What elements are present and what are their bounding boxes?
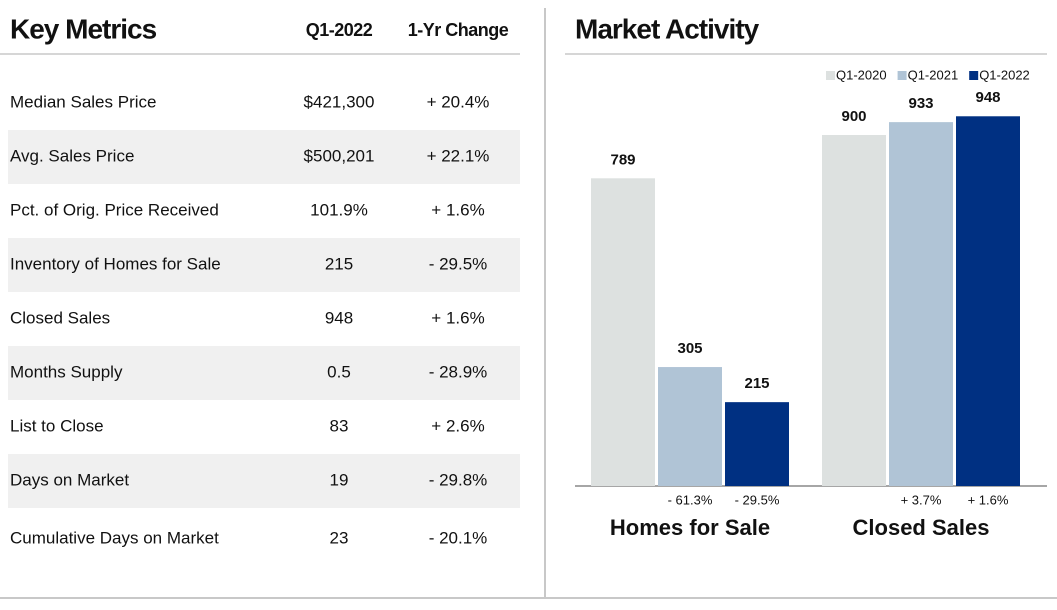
legend-swatch xyxy=(969,71,979,80)
cell: 215 xyxy=(325,254,353,273)
change-label: + 3.7% xyxy=(901,492,942,507)
row-label: Months Supply xyxy=(10,362,123,381)
bar xyxy=(956,116,1020,486)
category-label: Homes for Sale xyxy=(610,515,770,540)
bar xyxy=(658,367,722,486)
row-label: List to Close xyxy=(10,416,104,435)
cell: 101.9% xyxy=(310,200,368,219)
legend-swatch xyxy=(826,71,835,80)
row-label: Avg. Sales Price xyxy=(10,146,134,165)
change-label: - 61.3% xyxy=(668,492,713,507)
legend-label: Q1-2020 xyxy=(836,67,887,82)
column-header: 1-Yr Change xyxy=(408,20,509,40)
value-label: 900 xyxy=(841,108,866,125)
cell: - 20.1% xyxy=(429,528,488,547)
legend-label: Q1-2022 xyxy=(979,67,1030,82)
category-label: Closed Sales xyxy=(853,515,990,540)
bar xyxy=(822,135,886,486)
row-label: Closed Sales xyxy=(10,308,110,327)
cell: + 1.6% xyxy=(431,308,484,327)
table-rows: Median Sales Price $421,300 + 20.4% Avg. Sa… xyxy=(8,92,520,547)
table-title: Key Metrics xyxy=(10,13,157,44)
cell: + 20.4% xyxy=(427,92,490,111)
cell: - 29.8% xyxy=(429,470,488,489)
change-label: - 29.5% xyxy=(735,492,780,507)
value-label: 789 xyxy=(610,151,635,168)
cell: - 29.5% xyxy=(429,254,488,273)
value-label: 948 xyxy=(975,89,1000,106)
row-band xyxy=(8,454,520,508)
change-label: + 1.6% xyxy=(968,492,1009,507)
bar xyxy=(591,178,655,487)
bar xyxy=(889,122,953,486)
row-band xyxy=(8,346,520,400)
row-label: Inventory of Homes for Sale xyxy=(10,254,221,273)
row-band xyxy=(8,238,520,292)
cell: $421,300 xyxy=(304,92,375,111)
row-label: Median Sales Price xyxy=(10,92,156,111)
cell: + 22.1% xyxy=(427,146,490,165)
cell: 948 xyxy=(325,308,353,327)
row-label: Pct. of Orig. Price Received xyxy=(10,200,219,219)
column-header: Q1-2022 xyxy=(306,20,373,40)
cell: 23 xyxy=(330,528,349,547)
cell: 19 xyxy=(330,470,349,489)
cell: 0.5 xyxy=(327,362,351,381)
legend-label: Q1-2021 xyxy=(908,67,959,82)
legend-swatch xyxy=(897,71,907,80)
bar xyxy=(725,402,789,486)
value-label: 305 xyxy=(677,340,702,357)
cell: + 2.6% xyxy=(431,416,484,435)
row-label: Cumulative Days on Market xyxy=(10,528,219,547)
chart-title: Market Activity xyxy=(575,13,760,44)
row-label: Days on Market xyxy=(10,470,129,489)
cell: + 1.6% xyxy=(431,200,484,219)
cell: 83 xyxy=(330,416,349,435)
value-label: 933 xyxy=(908,95,933,112)
cell: - 28.9% xyxy=(429,362,488,381)
row-band xyxy=(8,130,520,184)
cell: $500,201 xyxy=(304,146,375,165)
value-label: 215 xyxy=(744,375,769,392)
